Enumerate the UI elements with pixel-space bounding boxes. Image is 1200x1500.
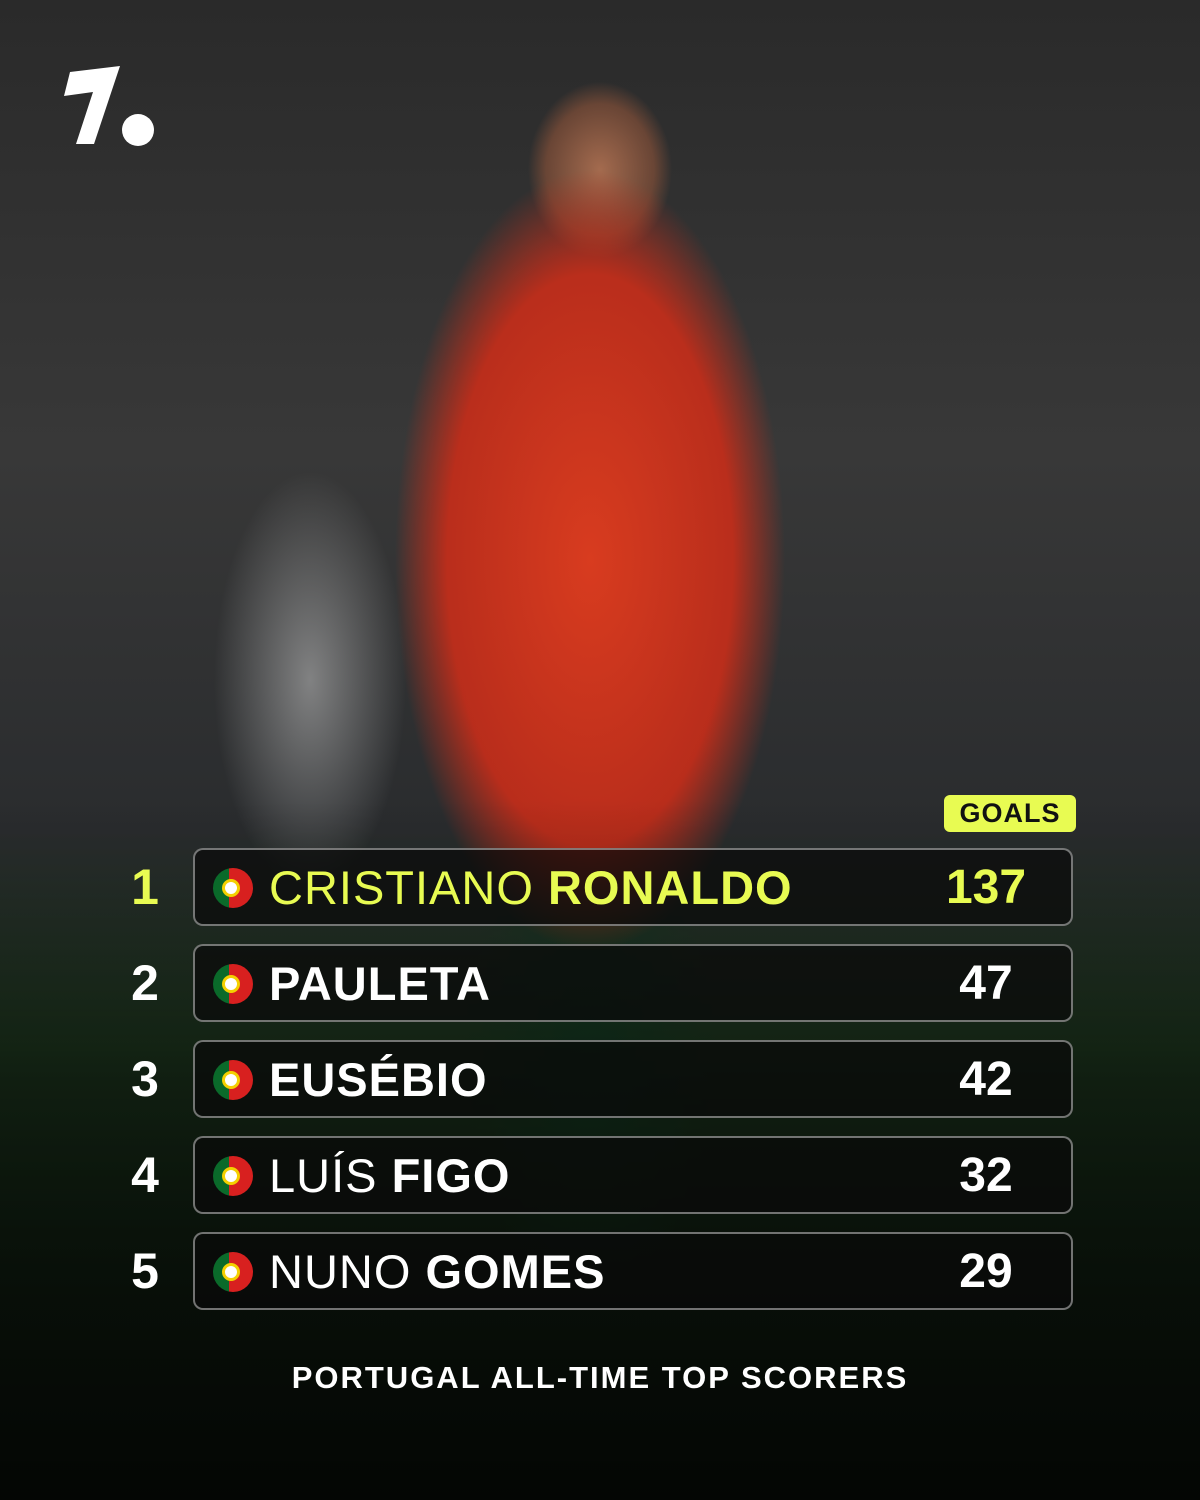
rank-number: 1 (131, 859, 159, 915)
portugal-flag-icon (213, 1156, 253, 1196)
portugal-flag-icon (213, 868, 253, 908)
player-first-name: CRISTIANO (269, 861, 534, 914)
goals-column-badge: GOALS (944, 795, 1076, 832)
goals-value: 47 (959, 957, 1013, 1010)
player-name: CRISTIANO RONALDO (269, 850, 793, 926)
player-name: LUÍS FIGO (269, 1138, 510, 1214)
scorer-row: PAULETA 47 (193, 944, 1073, 1022)
goals-value: 32 (959, 1149, 1013, 1202)
player-name: PAULETA (269, 946, 491, 1022)
rank-number: 2 (131, 955, 159, 1011)
rank-number: 5 (131, 1243, 159, 1299)
player-last-name: FIGO (391, 1149, 511, 1202)
player-first-name: NUNO (269, 1245, 412, 1298)
player-last-name: EUSÉBIO (269, 1053, 488, 1106)
scorer-row: LUÍS FIGO 32 (193, 1136, 1073, 1214)
portugal-flag-icon (213, 1060, 253, 1100)
goals-value: 137 (945, 861, 1027, 914)
scorer-row: EUSÉBIO 42 (193, 1040, 1073, 1118)
player-name: NUNO GOMES (269, 1234, 605, 1310)
footer-title: PORTUGAL ALL-TIME TOP SCORERS (291, 1360, 909, 1395)
player-last-name: RONALDO (547, 861, 793, 914)
goals-value: 42 (959, 1053, 1013, 1106)
player-last-name: PAULETA (269, 957, 491, 1010)
player-name: EUSÉBIO (269, 1042, 488, 1118)
portugal-flag-icon (213, 964, 253, 1004)
portugal-flag-icon (213, 1252, 253, 1292)
player-last-name: GOMES (425, 1245, 606, 1298)
goals-value: 29 (959, 1245, 1013, 1298)
scorer-row: NUNO GOMES 29 (193, 1232, 1073, 1310)
rank-number: 3 (131, 1051, 159, 1107)
player-first-name: LUÍS (269, 1149, 378, 1202)
scorer-row: CRISTIANO RONALDO 137 (193, 848, 1073, 926)
rank-number: 4 (131, 1147, 159, 1203)
brand-logo (64, 66, 154, 146)
